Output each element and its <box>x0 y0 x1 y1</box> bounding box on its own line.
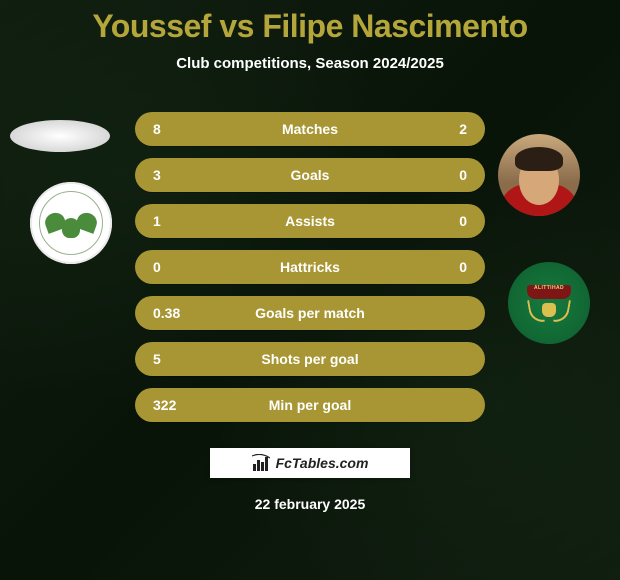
stat-label: Goals <box>213 167 407 183</box>
stat-row-matches: 8 Matches 2 <box>135 112 485 146</box>
club-right-badge: ALITTIHAD <box>508 262 590 344</box>
club-left-badge <box>30 182 112 264</box>
club-right-banner-text: ALITTIHAD <box>527 285 571 291</box>
stat-label: Matches <box>213 121 407 137</box>
source-name: FcTables.com <box>276 455 369 471</box>
stat-row-goals-per-match: 0.38 Goals per match <box>135 296 485 330</box>
stat-label: Goals per match <box>213 305 407 321</box>
content-container: Youssef vs Filipe Nascimento Club compet… <box>0 0 620 580</box>
shield-icon: ALITTIHAD <box>527 281 571 325</box>
stat-row-goals: 3 Goals 0 <box>135 158 485 192</box>
stat-left-value: 3 <box>153 167 213 183</box>
stat-row-shots-per-goal: 5 Shots per goal <box>135 342 485 376</box>
page-subtitle: Club competitions, Season 2024/2025 <box>0 55 620 72</box>
stat-left-value: 0 <box>153 259 213 275</box>
player-right-avatar <box>498 134 580 216</box>
stat-row-min-per-goal: 322 Min per goal <box>135 388 485 422</box>
source-pill: FcTables.com <box>210 448 410 478</box>
eagle-icon <box>47 199 95 247</box>
stat-right-value: 2 <box>407 121 467 137</box>
stat-left-value: 322 <box>153 397 213 413</box>
page-title: Youssef vs Filipe Nascimento <box>0 8 620 45</box>
stat-row-hattricks: 0 Hattricks 0 <box>135 250 485 284</box>
stat-left-value: 5 <box>153 351 213 367</box>
stat-label: Assists <box>213 213 407 229</box>
stat-row-assists: 1 Assists 0 <box>135 204 485 238</box>
bar-chart-icon <box>252 454 270 472</box>
stat-label: Hattricks <box>213 259 407 275</box>
stat-right-value: 0 <box>407 259 467 275</box>
player-left-avatar-placeholder <box>10 120 110 152</box>
date-text: 22 february 2025 <box>255 496 366 512</box>
stat-label: Shots per goal <box>213 351 407 367</box>
stat-left-value: 8 <box>153 121 213 137</box>
stat-left-value: 1 <box>153 213 213 229</box>
stat-right-value: 0 <box>407 167 467 183</box>
stat-right-value: 0 <box>407 213 467 229</box>
stat-left-value: 0.38 <box>153 305 213 321</box>
stat-label: Min per goal <box>213 397 407 413</box>
